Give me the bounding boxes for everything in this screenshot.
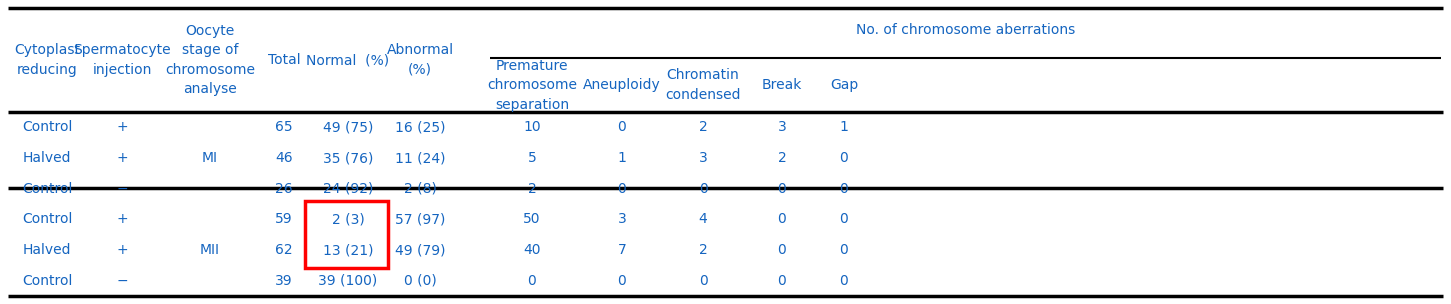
Text: Control: Control — [22, 212, 73, 226]
Text: 0: 0 — [840, 151, 849, 165]
Text: 11 (24): 11 (24) — [395, 151, 445, 165]
Text: 62: 62 — [276, 243, 293, 257]
Text: −: − — [116, 182, 128, 196]
Text: +: + — [116, 243, 128, 257]
Text: 49 (75): 49 (75) — [322, 120, 373, 134]
Text: 0: 0 — [618, 120, 627, 134]
Text: 3: 3 — [618, 212, 627, 226]
Text: Abnormal
(%): Abnormal (%) — [386, 43, 454, 77]
Text: 0: 0 — [698, 274, 708, 288]
Text: 13 (21): 13 (21) — [322, 243, 373, 257]
Text: 50: 50 — [524, 212, 541, 226]
Text: Cytoplast
reducing: Cytoplast reducing — [15, 43, 80, 77]
Text: 0 (0): 0 (0) — [403, 274, 437, 288]
Text: +: + — [116, 151, 128, 165]
Text: 0: 0 — [778, 243, 786, 257]
Text: Control: Control — [22, 274, 73, 288]
Text: 0: 0 — [618, 274, 627, 288]
Text: Control: Control — [22, 182, 73, 196]
Text: No. of chromosome aberrations: No. of chromosome aberrations — [856, 23, 1075, 37]
Text: 1: 1 — [618, 151, 627, 165]
Text: 35 (76): 35 (76) — [322, 151, 373, 165]
Text: 0: 0 — [698, 182, 708, 196]
Text: MII: MII — [200, 243, 221, 257]
Text: Spermatocyte
injection: Spermatocyte injection — [73, 43, 171, 77]
Text: 7: 7 — [618, 243, 627, 257]
Text: 0: 0 — [778, 274, 786, 288]
Text: 26: 26 — [276, 182, 293, 196]
Text: Oocyte
stage of
chromosome
analyse: Oocyte stage of chromosome analyse — [165, 24, 255, 96]
Text: 40: 40 — [524, 243, 541, 257]
Text: Premature
chromosome
separation: Premature chromosome separation — [488, 58, 577, 112]
Text: 39 (100): 39 (100) — [318, 274, 377, 288]
Text: 3: 3 — [778, 120, 786, 134]
Text: MI: MI — [202, 151, 218, 165]
Text: 2 (3): 2 (3) — [332, 212, 364, 226]
Text: 2: 2 — [778, 151, 786, 165]
Text: 0: 0 — [840, 243, 849, 257]
Text: 46: 46 — [276, 151, 293, 165]
Text: 16 (25): 16 (25) — [395, 120, 445, 134]
Text: 2: 2 — [698, 120, 708, 134]
Bar — [305, 201, 387, 268]
Text: 39: 39 — [276, 274, 293, 288]
Text: Control: Control — [22, 120, 73, 134]
Text: Break: Break — [762, 78, 802, 92]
Text: +: + — [116, 120, 128, 134]
Text: +: + — [116, 212, 128, 226]
Text: Halved: Halved — [23, 243, 71, 257]
Text: 10: 10 — [524, 120, 541, 134]
Text: 59: 59 — [276, 212, 293, 226]
Text: 24 (92): 24 (92) — [322, 182, 373, 196]
Text: 2: 2 — [698, 243, 708, 257]
Text: 5: 5 — [528, 151, 537, 165]
Text: 0: 0 — [840, 182, 849, 196]
Text: 57 (97): 57 (97) — [395, 212, 445, 226]
Text: Gap: Gap — [830, 78, 858, 92]
Text: 0: 0 — [618, 182, 627, 196]
Text: 4: 4 — [698, 212, 708, 226]
Text: 65: 65 — [276, 120, 293, 134]
Text: 0: 0 — [840, 274, 849, 288]
Text: 49 (79): 49 (79) — [395, 243, 445, 257]
Text: 0: 0 — [778, 182, 786, 196]
Text: Normal  (%): Normal (%) — [306, 53, 389, 67]
Text: Aneuploidy: Aneuploidy — [583, 78, 660, 92]
Text: −: − — [116, 274, 128, 288]
Text: Chromatin
condensed: Chromatin condensed — [665, 68, 741, 102]
Text: 2: 2 — [528, 182, 537, 196]
Text: 2 (8): 2 (8) — [403, 182, 437, 196]
Text: 0: 0 — [778, 212, 786, 226]
Text: 0: 0 — [840, 212, 849, 226]
Text: Total: Total — [267, 53, 300, 67]
Text: 1: 1 — [840, 120, 849, 134]
Text: Halved: Halved — [23, 151, 71, 165]
Text: 3: 3 — [698, 151, 708, 165]
Text: 0: 0 — [528, 274, 537, 288]
